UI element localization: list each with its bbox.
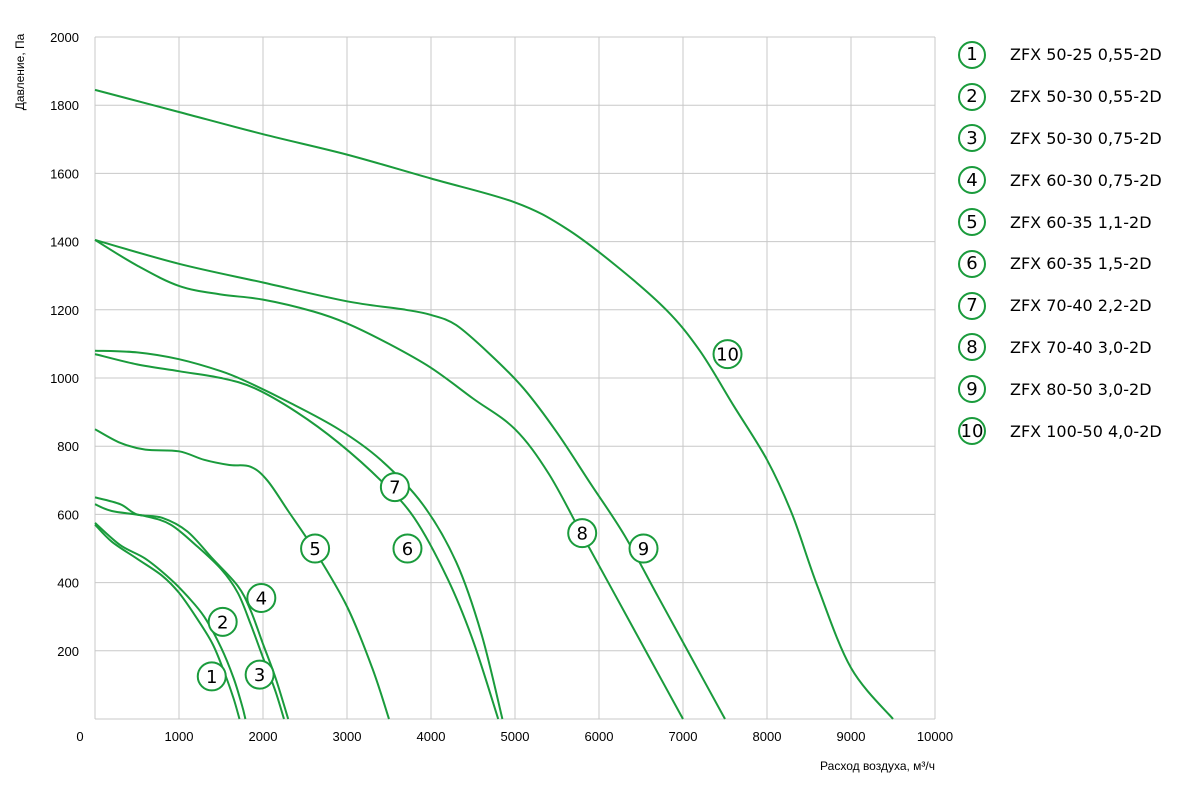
legend-item: 5 ZFX 60-35 1,1-2D [955,201,1185,243]
curve-label-5: 5 [300,533,331,564]
curve-6 [94,353,500,720]
legend-number-badge: 6 [958,249,986,278]
legend-label: ZFX 100-50 4,0-2D [1010,421,1162,441]
curve-label-number: 1 [206,667,217,688]
legend-label: ZFX 60-30 0,75-2D [1010,170,1162,190]
curve-label-number: 8 [576,524,587,545]
y-tick-labels: 200 400 600 800 1000 1200 1400 1600 1800 2000 [50,30,79,659]
y-tick-label: 400 [57,576,79,591]
y-tick-label: 2000 [50,30,79,45]
curve-label-9: 9 [628,533,659,564]
curve-label-1: 1 [196,661,227,692]
curve-label-circle [246,582,277,613]
legend-label: ZFX 70-40 2,2-2D [1010,296,1152,316]
x-tick-label: 0 [76,729,83,744]
y-tick-label: 800 [57,439,79,454]
x-tick-label: 1000 [165,729,194,744]
curve-label-10: 10 [712,339,743,370]
legend-number-badge: 4 [958,166,986,195]
legend-label: ZFX 50-25 0,55-2D [1010,45,1162,65]
curve-label-number: 6 [402,539,413,560]
curve-label-circle [392,533,423,564]
y-tick-label: 1600 [50,166,79,181]
curve-labels: 1 2 3 4 5 6 7 8 9 10 [196,339,743,692]
curve-label-circle [712,339,743,370]
curve-label-8: 8 [567,518,598,549]
legend-label: ZFX 60-35 1,1-2D [1010,212,1152,232]
curve-8 [94,239,684,720]
curve-label-2: 2 [207,606,238,637]
legend-label: ZFX 80-50 3,0-2D [1010,379,1152,399]
curve-label-circle [207,606,238,637]
y-axis-label: Давление, Па [13,33,27,110]
curve-label-circle [628,533,659,564]
legend-item: 1 ZFX 50-25 0,55-2D [955,34,1185,76]
x-tick-label: 3000 [333,729,362,744]
x-tick-label: 4000 [417,729,446,744]
grid [94,36,936,720]
legend-number-badge: 9 [958,375,986,404]
curves [94,88,894,720]
curve-label-circle [244,659,275,690]
legend-item: 10 ZFX 100-50 4,0-2D [955,410,1185,452]
legend-item: 7 ZFX 70-40 2,2-2D [955,285,1185,327]
curve-label-circle [300,533,331,564]
legend-label: ZFX 50-30 0,55-2D [1010,87,1162,107]
y-tick-label: 1000 [50,371,79,386]
x-tick-label: 7000 [669,729,698,744]
curve-label-number: 4 [256,588,267,609]
x-tick-label: 2000 [249,729,278,744]
curve-5 [94,428,390,720]
curve-label-3: 3 [244,659,275,690]
curve-4 [94,496,290,720]
x-tick-label: 5000 [501,729,530,744]
curve-label-number: 3 [254,665,265,686]
legend-number-badge: 10 [958,417,986,446]
curve-label-7: 7 [379,472,410,503]
curve-label-circle [567,518,598,549]
x-tick-label: 9000 [837,729,866,744]
x-tick-label: 10000 [917,729,953,744]
curve-label-number: 2 [217,612,228,633]
legend-item: 6 ZFX 60-35 1,5-2D [955,243,1185,285]
curve-label-number: 9 [638,539,649,560]
legend-number-badge: 1 [958,40,986,69]
legend-number-badge: 5 [958,208,986,237]
curve-label-number: 5 [309,539,320,560]
legend-label: ZFX 60-35 1,5-2D [1010,254,1152,274]
legend-item: 9 ZFX 80-50 3,0-2D [955,368,1185,410]
legend-item: 8 ZFX 70-40 3,0-2D [955,327,1185,369]
y-tick-label: 1200 [50,303,79,318]
curve-label-6: 6 [392,533,423,564]
legend-label: ZFX 50-30 0,75-2D [1010,128,1162,148]
curve-2 [94,522,247,720]
x-tick-label: 6000 [585,729,614,744]
curve-9 [94,238,726,720]
legend-number-badge: 2 [958,82,986,111]
y-tick-label: 1800 [50,98,79,113]
curve-label-4: 4 [246,582,277,613]
legend-item: 4 ZFX 60-30 0,75-2D [955,159,1185,201]
curve-label-circle [379,472,410,503]
x-axis-label: Расход воздуха, м³/ч [820,759,935,773]
curve-10 [94,88,894,720]
legend-label: ZFX 70-40 3,0-2D [1010,337,1152,357]
curve-label-number: 7 [389,478,400,499]
y-tick-label: 1400 [50,235,79,250]
y-tick-label: 200 [57,644,79,659]
x-tick-labels: 0 1000 2000 3000 4000 5000 6000 7000 8000 9000 100… [76,729,953,744]
legend-number-badge: 8 [958,333,986,362]
curve-label-number: 10 [716,345,739,366]
curve-1 [94,523,241,720]
x-tick-label: 8000 [753,729,782,744]
legend: 1 ZFX 50-25 0,55-2D 2 ZFX 50-30 0,55-2D 3 ZFX… [955,34,1185,452]
legend-number-badge: 3 [958,124,986,153]
legend-item: 3 ZFX 50-30 0,75-2D [955,118,1185,160]
y-tick-label: 600 [57,507,79,522]
curve-label-circle [196,661,227,692]
legend-number-badge: 7 [958,291,986,320]
legend-item: 2 ZFX 50-30 0,55-2D [955,76,1185,118]
curve-7 [94,349,504,720]
